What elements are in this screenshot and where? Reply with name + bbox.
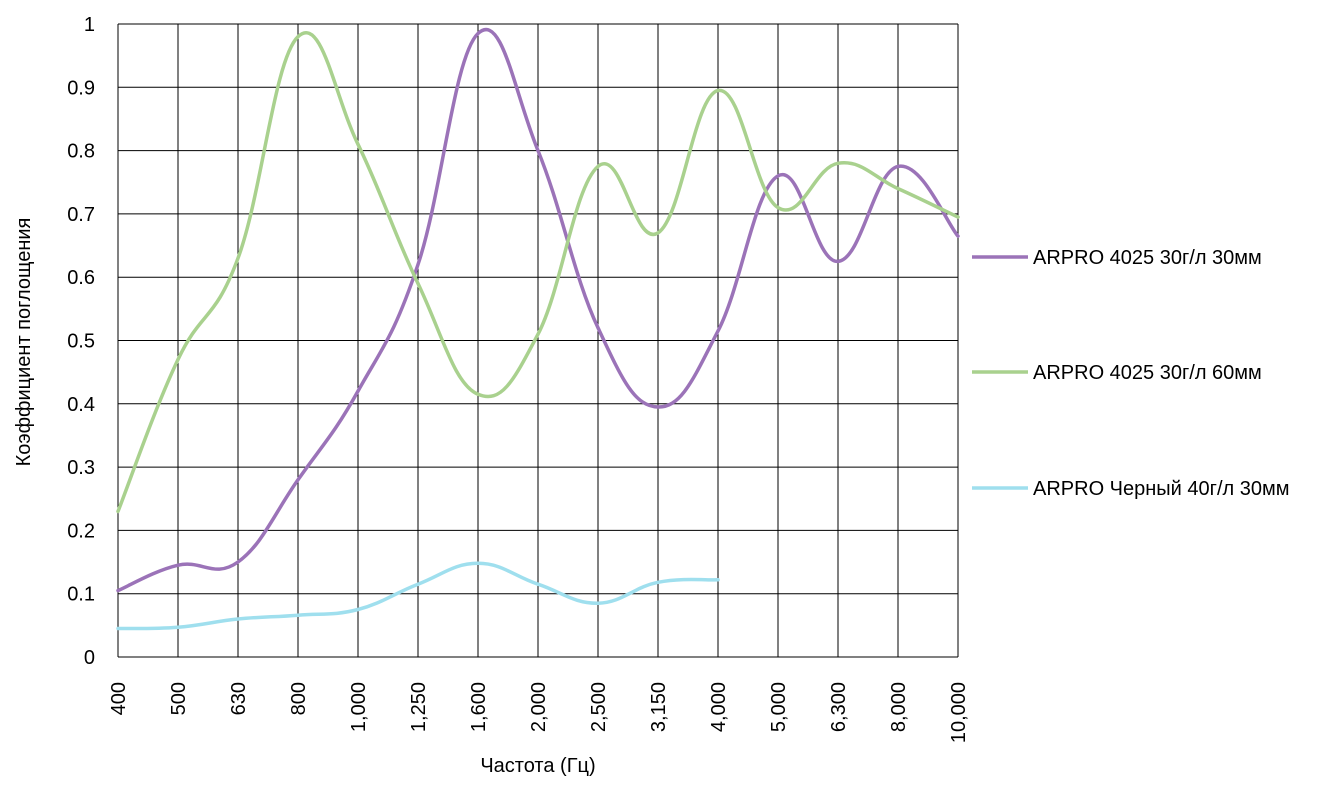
y-tick-label: 0.7 (67, 204, 95, 226)
x-tick-label: 1,250 (408, 682, 430, 732)
series-line-2 (116, 31, 960, 514)
x-tick-label: 1,000 (348, 682, 370, 732)
x-tick-label: 6,300 (828, 682, 850, 732)
y-tick-label: 0.3 (67, 457, 95, 479)
legend-label-1: ARPRO 4025 30г/л 30мм (1033, 247, 1262, 269)
legend-label-3: ARPRO Черный 40г/л 30мм (1033, 478, 1289, 500)
x-tick-label: 4,000 (708, 682, 730, 732)
y-axis-label: Коэффициент поглощения (13, 218, 35, 467)
y-tick-label: 0.5 (67, 331, 95, 353)
series-line-1 (116, 27, 960, 593)
x-tick-label: 5,000 (768, 682, 790, 732)
x-tick-label: 400 (108, 682, 130, 715)
x-tick-label: 630 (228, 682, 250, 715)
y-tick-label: 0.2 (67, 520, 95, 542)
x-tick-label: 2,500 (588, 682, 610, 732)
x-tick-label: 1,600 (468, 682, 490, 732)
x-tick-label: 8,000 (888, 682, 910, 732)
grid (117, 23, 959, 658)
y-tick-label: 0 (84, 647, 95, 669)
series-line-3 (116, 561, 720, 631)
series-lines (116, 27, 960, 631)
x-tick-label: 500 (168, 682, 190, 715)
x-tick-label: 2,000 (528, 682, 550, 732)
y-tick-label: 0.6 (67, 267, 95, 289)
y-tick-label: 0.9 (67, 77, 95, 99)
x-tick-label: 10,000 (948, 682, 970, 743)
x-tick-label: 800 (288, 682, 310, 715)
x-axis-label: Частота (Гц) (480, 755, 595, 777)
y-tick-label: 0.1 (67, 584, 95, 606)
y-tick-label: 0.4 (67, 394, 95, 416)
y-tick-label: 1 (84, 14, 95, 36)
y-tick-labels: 0 0.1 0.2 0.3 0.4 0.5 0.6 0.7 0.8 0.9 1 (67, 14, 95, 669)
x-tick-labels: 400 500 630 800 1,000 1,250 1,600 2,000 2,500 3,1… (108, 682, 970, 743)
legend: ARPRO 4025 30г/л 30мм ARPRO 4025 30г/л 60… (972, 247, 1289, 500)
x-tick-label: 3,150 (648, 682, 670, 732)
legend-label-2: ARPRO 4025 30г/л 60мм (1033, 362, 1262, 384)
y-tick-label: 0.8 (67, 141, 95, 163)
